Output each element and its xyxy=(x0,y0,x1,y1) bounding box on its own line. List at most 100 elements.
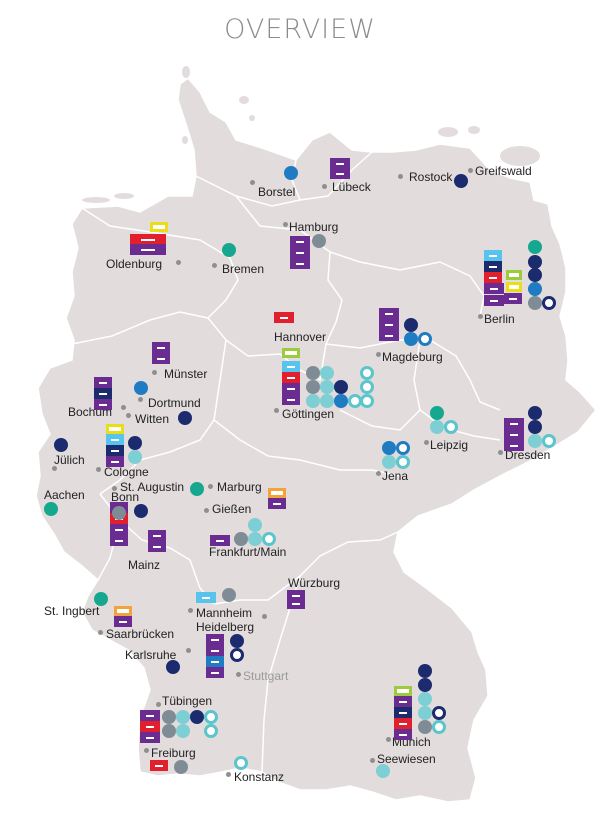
institute-ring-icon xyxy=(418,332,432,346)
institute-bar-icon xyxy=(106,445,124,456)
city-label: Cologne xyxy=(104,465,149,479)
city-marker-dot xyxy=(156,702,161,707)
island xyxy=(182,66,190,78)
institute-bar-icon xyxy=(287,598,305,609)
city-label: Göttingen xyxy=(282,407,335,421)
institute-bar-icon xyxy=(504,440,524,451)
institute-bar-icon xyxy=(484,250,502,261)
institute-bar-icon xyxy=(484,283,504,294)
institute-circle-icon xyxy=(528,268,542,282)
city-label: Mainz xyxy=(128,558,161,572)
institute-circle-icon xyxy=(94,592,108,606)
institute-circle-icon xyxy=(306,366,320,380)
institute-outline-bar-icon xyxy=(394,686,412,696)
institute-outline-bar-icon xyxy=(506,270,522,280)
institute-bar-icon xyxy=(152,342,170,353)
institute-bar-icon xyxy=(148,530,166,541)
city-marker-dot xyxy=(376,352,381,357)
city-label: Stuttgart xyxy=(243,669,289,683)
institute-circle-icon xyxy=(176,724,190,738)
city-marker-dot xyxy=(121,405,126,410)
institute-circle-icon xyxy=(190,710,204,724)
city-label: Bonn xyxy=(111,490,140,504)
institute-bar-icon xyxy=(504,293,522,304)
city-label: Aachen xyxy=(44,488,85,502)
institute-ring-icon xyxy=(444,420,458,434)
city-marker-dot xyxy=(262,614,267,619)
city-label: Seewiesen xyxy=(377,752,436,766)
institute-circle-icon xyxy=(528,282,542,296)
institute-bar-icon xyxy=(140,721,160,732)
institute-bar-icon xyxy=(210,535,230,546)
institute-circle-icon xyxy=(306,394,320,408)
city-label: Saarbrücken xyxy=(106,627,175,641)
city-marker-dot xyxy=(144,748,149,753)
institute-circle-icon xyxy=(418,720,432,734)
city-marker-dot xyxy=(186,648,191,653)
lake xyxy=(206,783,234,797)
city-marker-dot xyxy=(226,772,231,777)
institute-circle-icon xyxy=(128,450,142,464)
city-label: Rostock xyxy=(409,170,453,184)
institute-bar-icon xyxy=(290,236,310,247)
institute-circle-icon xyxy=(418,692,432,706)
city-label: Dresden xyxy=(505,448,551,462)
institute-circle-icon xyxy=(430,420,444,434)
institute-circle-icon xyxy=(128,436,142,450)
map-title: OVERVIEW xyxy=(224,14,376,45)
institute-circle-icon xyxy=(334,380,348,394)
institute-circle-icon xyxy=(528,296,542,310)
institute-bar-icon xyxy=(206,645,224,656)
institute-bar-icon xyxy=(287,590,305,601)
island xyxy=(187,107,193,117)
institute-bar-icon xyxy=(106,434,124,445)
city-label: Dortmund xyxy=(148,396,201,410)
institute-bar-icon xyxy=(330,158,350,169)
city-label: Leipzig xyxy=(430,438,469,452)
island xyxy=(249,115,255,121)
institute-circle-icon xyxy=(112,506,126,520)
institute-circle-icon xyxy=(528,240,542,254)
institute-outline-bar-icon xyxy=(114,606,132,616)
institute-circle-icon xyxy=(376,764,390,778)
institute-bar-icon xyxy=(148,541,166,552)
institute-bar-icon xyxy=(152,353,170,364)
institute-circle-icon xyxy=(54,438,68,452)
city-marker-dot xyxy=(98,630,103,635)
institute-circle-icon xyxy=(404,318,418,332)
city-marker-dot xyxy=(176,260,181,265)
institute-circle-icon xyxy=(528,255,542,269)
city-marker-dot xyxy=(468,168,473,173)
city-label: Gießen xyxy=(212,502,252,516)
institute-ring-icon xyxy=(230,648,244,662)
institute-bar-icon xyxy=(330,168,350,179)
institute-circle-icon xyxy=(528,406,542,420)
state-borders xyxy=(71,151,501,773)
institute-bar-icon xyxy=(94,377,112,388)
institute-bar-icon xyxy=(282,394,300,405)
island xyxy=(500,146,540,166)
city-label: Hamburg xyxy=(289,220,339,234)
institute-ring-icon xyxy=(204,724,218,738)
institute-bar-icon xyxy=(394,707,412,718)
institute-ring-icon xyxy=(262,532,276,546)
city-marker-dot xyxy=(370,758,375,763)
institute-bar-icon xyxy=(484,295,504,306)
institute-bar-icon xyxy=(394,718,412,729)
island xyxy=(82,197,110,203)
institute-bar-icon xyxy=(94,399,112,410)
institute-circle-icon xyxy=(320,366,334,380)
institute-ring-icon xyxy=(542,434,556,448)
institute-bar-icon xyxy=(274,312,294,323)
city-marker-dot xyxy=(152,370,157,375)
institute-bar-icon xyxy=(206,656,224,667)
island xyxy=(182,136,188,144)
institute-bar-icon xyxy=(206,634,224,645)
city-marker-dot xyxy=(52,466,57,471)
institute-bar-icon xyxy=(504,418,524,429)
city-label: Borstel xyxy=(258,185,296,199)
institute-bar-icon xyxy=(114,616,132,627)
city-label: Magdeburg xyxy=(382,350,443,364)
institute-circle-icon xyxy=(162,724,176,738)
city-label: Lübeck xyxy=(332,180,371,194)
